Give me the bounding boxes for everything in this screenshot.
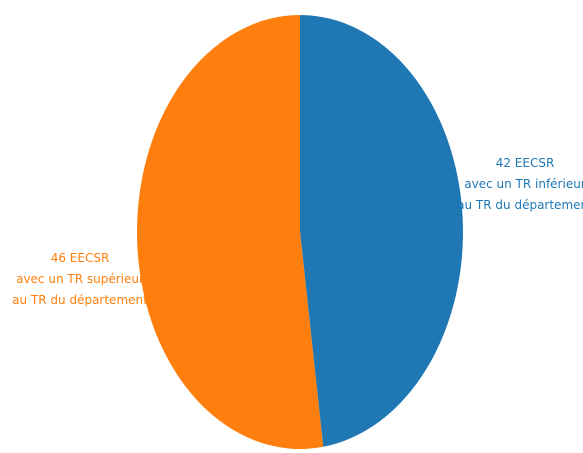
slice-label-1: 46 EECSR avec un TR supérieur au TR du dép… [12,251,148,307]
slice-label-1-line-2: au TR du département [12,293,148,307]
slice-label-1-line-0: 46 EECSR [51,251,110,265]
slice-label-0-line-2: au TR du département [457,198,583,212]
pie-slice-0 [300,15,463,447]
slice-label-0-line-0: 42 EECSR [496,156,555,170]
slice-label-0-line-1: avec un TR inférieur [464,177,583,191]
slice-label-0: 42 EECSR avec un TR inférieur au TR du dép… [457,156,583,212]
pie-slice-1 [136,15,324,450]
slice-label-1-line-1: avec un TR supérieur [16,272,144,286]
